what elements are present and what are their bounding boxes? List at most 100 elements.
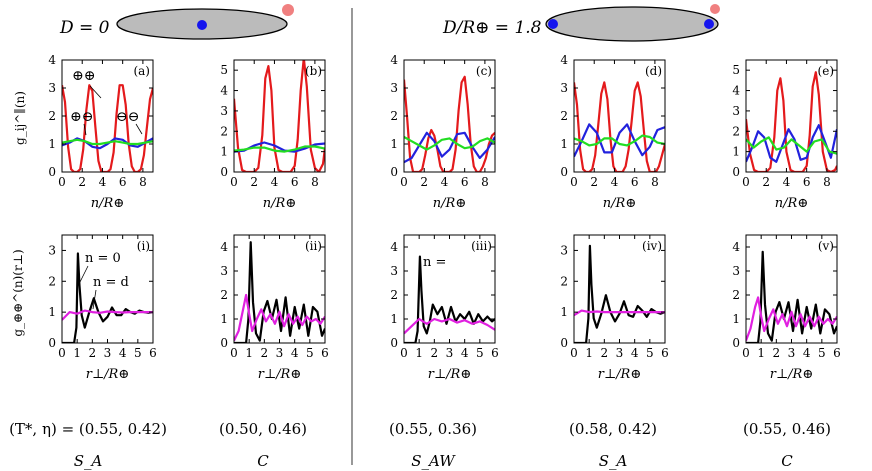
state-points: (T*, η) = (0.55, 0.42) (0.50, 0.46) (0.5… xyxy=(9,420,831,438)
x-tick-label: 3 xyxy=(446,346,454,360)
y-tick-label: 0 xyxy=(560,165,568,179)
x-axis-label-c: n/R⊕ xyxy=(433,196,466,211)
series-pm-line-c xyxy=(404,131,495,164)
series-n0-line-i xyxy=(62,252,153,343)
x-tick-label: 8 xyxy=(481,175,489,189)
panel-label-a: (a) xyxy=(133,64,150,78)
x-tick-label: 4 xyxy=(291,346,299,360)
x-tick-label: 8 xyxy=(311,175,319,189)
y-tick-label: 4 xyxy=(390,53,398,67)
state-point-2: (0.50, 0.46) xyxy=(219,420,307,438)
y-tick-label: 2 xyxy=(48,109,56,123)
x-tick-label: 0 xyxy=(400,346,408,360)
x-tick-label: 1 xyxy=(245,346,253,360)
panel-label-i: (i) xyxy=(137,239,150,253)
phase-4: S_A xyxy=(599,452,628,470)
x-tick-label: 0 xyxy=(570,346,578,360)
x-tick-label: 0 xyxy=(58,175,66,189)
series-pp-line-b xyxy=(234,60,325,172)
x-tick-label: 4 xyxy=(803,346,811,360)
series-n0-line-ii xyxy=(234,241,325,343)
y-tick-label: 2 xyxy=(560,274,568,288)
phase-labels: S_A C S_AW S_A C xyxy=(74,452,794,470)
y-tick-label: 3 xyxy=(732,104,740,118)
y-tick-label: 5 xyxy=(220,63,228,77)
x-axis-label-a: n/R⊕ xyxy=(91,196,124,211)
x-tick-label: 1 xyxy=(415,346,423,360)
phase-1: S_A xyxy=(74,452,103,470)
x-tick-label: 1 xyxy=(757,346,765,360)
x-tick-label: 2 xyxy=(431,346,439,360)
x-tick-label: 6 xyxy=(661,346,669,360)
y-tick-label: 3 xyxy=(560,243,568,257)
x-tick-label: 2 xyxy=(590,175,598,189)
x-tick-label: 5 xyxy=(476,346,484,360)
x-tick-label: 1 xyxy=(585,346,593,360)
label-n-iii: n = xyxy=(423,255,446,270)
y-tick-label: 4 xyxy=(390,240,398,254)
top-row-ylabel: g_ij^∥(n) xyxy=(13,91,27,145)
x-axis-label-iv: r⊥/R⊕ xyxy=(598,367,642,382)
y-tick-label: 1 xyxy=(732,312,740,326)
series-n0-line-iv xyxy=(574,244,665,343)
arrow-pp xyxy=(89,85,102,99)
series-n0-line-v xyxy=(746,250,837,343)
x-tick-label: 5 xyxy=(306,346,314,360)
y-tick-label: 0 xyxy=(220,336,228,350)
header-left: D = 0 xyxy=(59,4,294,40)
y-tick-label: 3 xyxy=(732,264,740,278)
x-axis-label-d: n/R⊕ xyxy=(603,196,636,211)
x-tick-label: 5 xyxy=(134,346,142,360)
x-tick-label: 6 xyxy=(491,346,499,360)
y-tick-label: 2 xyxy=(732,288,740,302)
y-tick-label: 4 xyxy=(220,84,228,98)
y-tick-label: 2 xyxy=(390,288,398,302)
y-tick-label: 4 xyxy=(48,53,56,67)
x-tick-label: 6 xyxy=(833,346,841,360)
label-pp: ⊕⊕ xyxy=(72,68,95,84)
y-tick-label: 1 xyxy=(220,312,228,326)
label-nd: n = d xyxy=(93,275,129,290)
y-tick-label: 3 xyxy=(220,104,228,118)
x-tick-label: 6 xyxy=(461,175,469,189)
series-mm-line-e xyxy=(746,136,837,155)
x-axis-label-e: n/R⊕ xyxy=(775,196,808,211)
x-tick-label: 3 xyxy=(104,346,112,360)
panel-label-ii: (ii) xyxy=(305,239,322,253)
y-tick-label: 3 xyxy=(220,264,228,278)
plot-frame-b xyxy=(233,59,326,173)
panel-label-e: (e) xyxy=(818,64,834,78)
series-pm-line-a xyxy=(62,137,153,150)
series-pp-line-e xyxy=(746,71,837,172)
y-tick-label: 3 xyxy=(390,264,398,278)
ellipse-right xyxy=(545,6,719,42)
x-tick-label: 2 xyxy=(89,346,97,360)
state-point-5: (0.55, 0.46) xyxy=(743,420,831,438)
panel-label-d: (d) xyxy=(645,64,662,78)
x-axis-label-ii: r⊥/R⊕ xyxy=(258,367,302,382)
blue-dot-left xyxy=(197,20,207,30)
series-mm-line-b xyxy=(234,145,325,153)
state-point-4: (0.58, 0.42) xyxy=(569,420,657,438)
y-tick-label: 4 xyxy=(732,84,740,98)
series-nd-line-i xyxy=(62,309,153,321)
plot-frame-e xyxy=(745,59,838,173)
series-pm-line-e xyxy=(746,124,837,163)
series-pp-line-a xyxy=(62,84,153,172)
y-tick-label: 4 xyxy=(220,240,228,254)
x-tick-label: 8 xyxy=(823,175,831,189)
state-point-3: (0.55, 0.36) xyxy=(389,420,477,438)
y-tick-label: 4 xyxy=(560,53,568,67)
pink-dot-left xyxy=(282,4,294,16)
x-tick-label: 5 xyxy=(818,346,826,360)
x-tick-label: 4 xyxy=(631,346,639,360)
x-tick-label: 0 xyxy=(58,346,66,360)
y-tick-label: 1 xyxy=(560,137,568,151)
series-nd-line-v xyxy=(746,296,837,341)
y-tick-label: 1 xyxy=(390,312,398,326)
